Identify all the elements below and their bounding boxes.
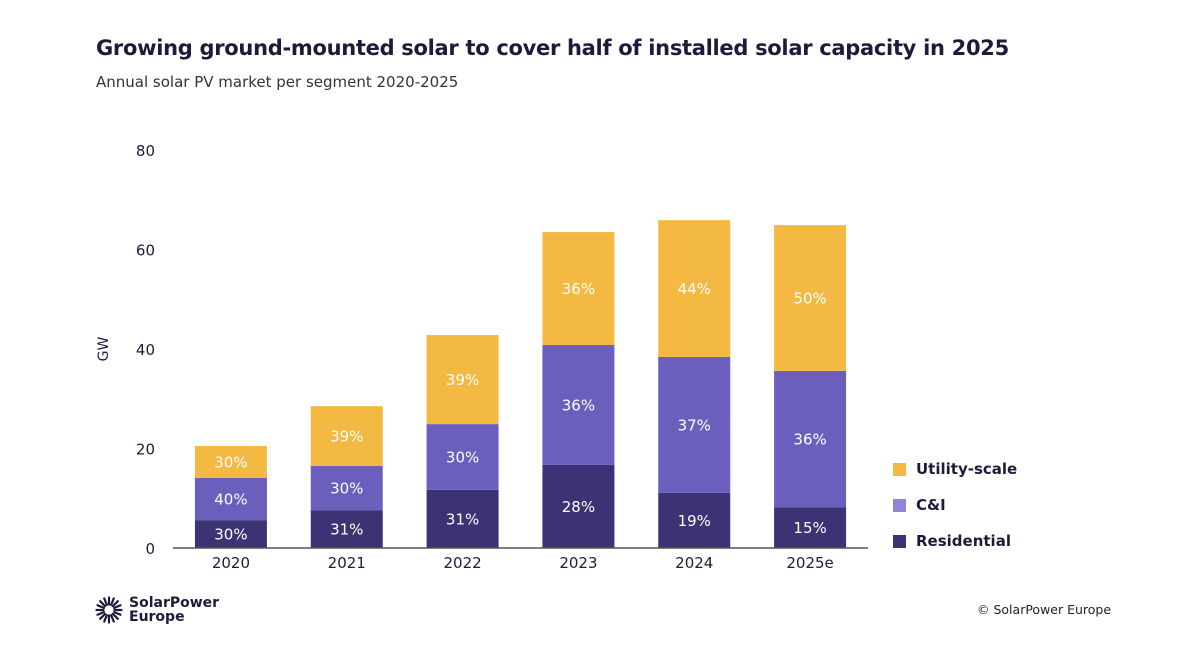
data-label: 30%	[330, 480, 363, 498]
sun-ray	[96, 610, 106, 616]
chart-title: Growing ground-mounted solar to cover ha…	[96, 36, 1009, 60]
sun-ray	[103, 597, 109, 607]
legend-label: C&I	[916, 496, 946, 514]
data-label: 36%	[793, 431, 826, 449]
legend-label: Utility-scale	[916, 460, 1018, 478]
data-label: 36%	[562, 280, 595, 298]
logo-text-line2: Europe	[129, 609, 185, 625]
sun-ray	[103, 613, 109, 623]
sun-ray	[109, 597, 115, 607]
data-label: 37%	[678, 416, 711, 434]
solarpower-europe-logo: SolarPower Europe	[95, 596, 219, 624]
chart-subtitle: Annual solar PV market per segment 2020-…	[96, 73, 459, 91]
data-label: 36%	[562, 396, 595, 414]
y-axis-label: GW	[96, 337, 112, 362]
data-label: 44%	[678, 280, 711, 298]
legend-item-residential: Residential	[893, 532, 1011, 550]
bar-c-i	[426, 424, 499, 490]
x-tick-label: 2023	[559, 554, 597, 572]
data-label: 50%	[793, 290, 826, 308]
bar-residential	[310, 510, 383, 548]
data-label: 39%	[446, 371, 479, 389]
logo-text-line1: SolarPower	[129, 595, 220, 611]
bar-c-i	[658, 356, 731, 493]
data-label: 31%	[330, 521, 363, 539]
data-label: 15%	[793, 519, 826, 537]
legend-label: Residential	[916, 532, 1011, 550]
x-tick-label: 2025e	[786, 554, 833, 572]
bar-utility-scale	[542, 232, 615, 346]
bar-utility-scale	[658, 220, 731, 357]
y-tick-label: 80	[136, 142, 155, 160]
bar-c-i	[774, 370, 847, 508]
sun-ray	[96, 604, 106, 610]
sun-ray	[111, 600, 119, 608]
bar-utility-scale	[774, 225, 847, 371]
sun-icon	[95, 596, 123, 624]
x-tick-label: 2024	[675, 554, 713, 572]
bar-utility-scale	[426, 335, 499, 425]
bar-c-i	[542, 345, 615, 465]
bar-utility-scale	[310, 406, 383, 466]
data-label: 40%	[214, 490, 247, 508]
bar-c-i	[194, 477, 267, 521]
bar-utility-scale	[194, 446, 267, 478]
sun-ray	[109, 613, 115, 623]
bar-residential	[194, 520, 267, 548]
data-label: 30%	[214, 453, 247, 471]
bar-residential	[774, 507, 847, 548]
x-tick-label: 2021	[328, 554, 366, 572]
legend-item-utility-scale: Utility-scale	[893, 460, 1017, 478]
sun-ray	[112, 610, 122, 616]
x-tick-label: 2022	[443, 554, 481, 572]
legend-item-ci: C&I	[893, 496, 946, 514]
sun-ray	[112, 604, 122, 610]
copyright: © SolarPower Europe	[977, 602, 1112, 617]
data-label: 28%	[562, 498, 595, 516]
x-tick-label: 2020	[212, 554, 250, 572]
y-tick-label: 40	[136, 341, 155, 359]
y-tick-label: 60	[136, 242, 155, 260]
sun-ray	[99, 600, 107, 608]
y-tick-label: 20	[136, 441, 155, 459]
data-label: 19%	[678, 512, 711, 530]
legend-swatch-ci	[893, 498, 906, 512]
sun-ray	[111, 612, 119, 620]
sun-ray	[99, 612, 107, 620]
bar-residential	[542, 464, 615, 548]
bar-residential	[658, 492, 731, 548]
data-label: 39%	[330, 428, 363, 446]
data-label: 30%	[214, 526, 247, 544]
bar-c-i	[310, 465, 383, 511]
legend-swatch-residential	[893, 534, 906, 548]
legend-swatch-utility	[893, 462, 906, 476]
y-tick-label: 0	[145, 540, 155, 558]
data-label: 30%	[446, 448, 479, 466]
data-label: 31%	[446, 510, 479, 528]
bar-residential	[426, 489, 499, 548]
